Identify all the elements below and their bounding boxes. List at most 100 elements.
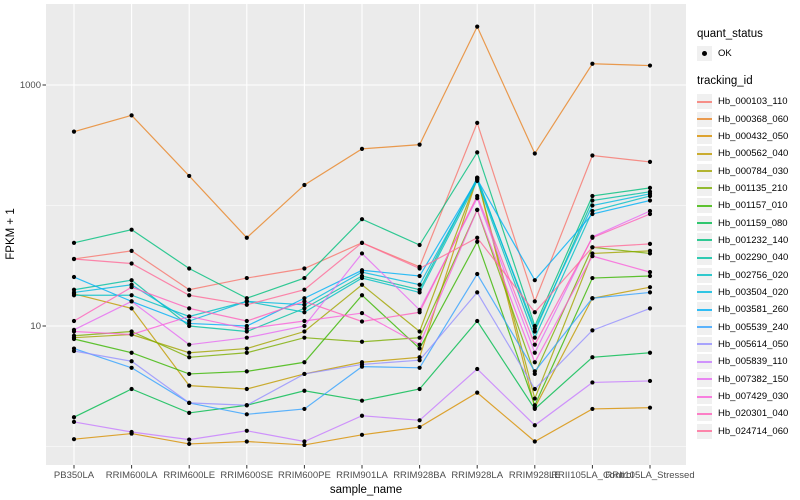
data-point <box>532 439 537 444</box>
data-point <box>417 346 422 351</box>
x-axis-title: sample_name <box>329 484 403 496</box>
legend-key-box <box>697 371 712 387</box>
data-point <box>129 227 134 232</box>
legend-key-box <box>697 94 712 110</box>
data-point <box>590 275 595 281</box>
data-point <box>417 358 422 363</box>
legend-item-label: Hb_001157_010 <box>718 200 788 212</box>
legend-item: Hb_000784_030 <box>697 162 799 179</box>
line-swatch-icon <box>697 100 712 103</box>
data-point <box>129 306 134 311</box>
legend-item-label: Hb_000562_040 <box>718 148 789 160</box>
data-point <box>71 336 77 342</box>
tracking-id-legend-items: Hb_000103_110 Hb_000368_060 Hb_000432_050 H… <box>697 93 799 440</box>
data-point <box>417 418 422 423</box>
legend-item-label: Hb_000784_030 <box>718 165 789 177</box>
data-point <box>532 423 537 428</box>
x-tick-label: RRIM928BA <box>393 470 446 481</box>
data-point <box>532 310 537 315</box>
data-point <box>302 360 307 365</box>
legend-item-label: Hb_020301_040 <box>718 408 789 420</box>
data-point <box>302 318 307 324</box>
data-point <box>244 412 249 417</box>
data-point <box>71 329 77 334</box>
legend-item-ok: OK <box>697 46 799 61</box>
legend-key-box <box>697 46 712 61</box>
data-point <box>475 120 480 125</box>
legend-title-tracking-id: tracking_id <box>697 75 753 87</box>
legend-key-box <box>697 180 712 196</box>
legend-item-label: Hb_003504_020 <box>718 286 789 298</box>
data-point <box>244 386 249 392</box>
data-point <box>302 371 307 377</box>
line-swatch-icon <box>697 291 712 294</box>
line-swatch-icon <box>697 204 712 207</box>
data-point <box>129 350 134 355</box>
data-point <box>302 439 307 444</box>
legend-item-label: Hb_005839_110 <box>718 356 788 368</box>
legend-item: Hb_005839_110 <box>697 353 799 370</box>
data-point <box>532 278 537 283</box>
data-point <box>417 142 422 147</box>
legend-item: Hb_024714_060 <box>697 423 799 440</box>
data-point <box>532 406 537 412</box>
data-point <box>187 287 192 292</box>
legend-key-box <box>697 232 712 248</box>
data-point <box>417 242 422 248</box>
data-point <box>359 275 365 281</box>
data-point <box>532 386 537 392</box>
legend-item-label: Hb_001232_140 <box>718 234 789 246</box>
data-point <box>647 63 653 68</box>
legend-item: Hb_005614_050 <box>697 336 799 353</box>
data-point <box>359 146 365 151</box>
data-point <box>187 306 192 311</box>
data-point <box>302 329 307 334</box>
legend-item-label: Hb_024714_060 <box>718 425 789 437</box>
data-point <box>417 424 422 430</box>
data-point <box>417 282 422 287</box>
data-point <box>71 274 77 280</box>
legend-item-label: Hb_000432_050 <box>718 130 789 142</box>
legend-item: Hb_007382_150 <box>697 371 799 388</box>
data-point <box>359 362 365 367</box>
legend-key-box <box>697 319 712 335</box>
data-point <box>244 275 249 281</box>
data-point <box>187 371 192 377</box>
line-swatch-icon <box>697 135 712 138</box>
legend-item: Hb_001157_010 <box>697 197 799 214</box>
data-point <box>71 290 77 295</box>
data-point <box>244 403 249 408</box>
data-point <box>417 335 422 340</box>
data-point <box>590 296 595 301</box>
y-tick-label: 1000 <box>19 79 41 91</box>
legend-key-box <box>697 215 712 231</box>
data-point <box>475 318 480 324</box>
line-swatch-icon <box>697 343 712 346</box>
data-point <box>532 403 537 408</box>
line-swatch-icon <box>697 256 712 259</box>
data-point <box>302 302 307 307</box>
x-tick-label: RRIM600LE <box>163 470 216 481</box>
data-point <box>129 248 134 253</box>
legend-item: Hb_003581_260 <box>697 301 799 318</box>
legend-key-box <box>697 389 712 405</box>
data-point <box>359 251 365 256</box>
data-point <box>647 208 653 214</box>
data-point <box>475 271 480 277</box>
x-tick-label: RRII105LA_Control <box>551 470 634 481</box>
data-point <box>71 333 77 338</box>
data-point <box>244 296 249 301</box>
data-point <box>129 293 134 298</box>
data-point <box>647 405 653 410</box>
legend-item-label: Hb_001135_210 <box>718 182 788 194</box>
legend-item-label: Hb_007429_030 <box>718 391 789 403</box>
data-point <box>244 439 249 444</box>
data-point <box>647 185 653 190</box>
data-point <box>359 310 365 316</box>
data-point <box>590 355 595 360</box>
data-point <box>647 159 653 165</box>
line-swatch-icon <box>697 308 712 311</box>
line-swatch-icon <box>697 118 712 121</box>
x-tick-label: RRIM600LA <box>105 470 158 481</box>
